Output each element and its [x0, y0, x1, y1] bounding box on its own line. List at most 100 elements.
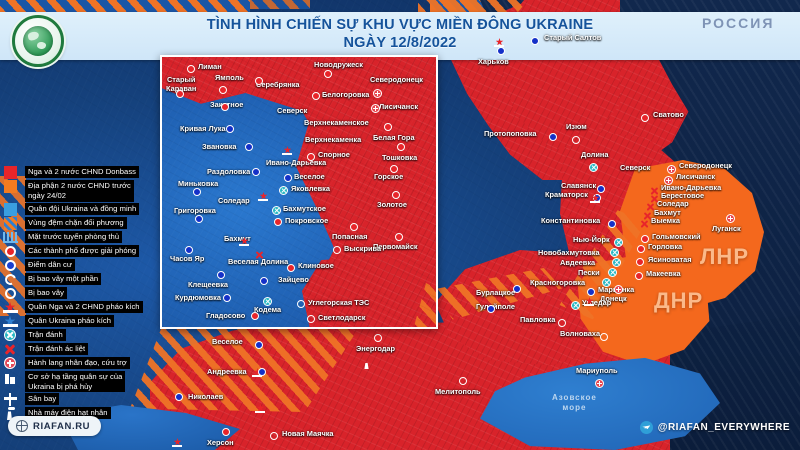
legend-item-1: Địa phận 2 nước CHND trước ngày 24/02	[0, 180, 152, 202]
map-label-Павловка: Павловка	[520, 315, 556, 324]
map-marker-m-red	[392, 191, 400, 199]
globe-icon	[15, 419, 28, 432]
map-marker-m-blue	[549, 133, 557, 141]
map-label-Бахмут: Бахмут	[654, 208, 681, 217]
map-label-Нью-Йорк: Нью-Йорк	[573, 235, 610, 244]
map-label-Гольмовский: Гольмовский	[652, 232, 701, 241]
map-marker-m-red	[287, 264, 295, 272]
map-marker-m-ring	[600, 333, 608, 341]
map-label-Херсон: Херсон	[207, 438, 234, 447]
map-label-Белогоровка: Белогоровка	[322, 90, 370, 99]
map-marker-m-red	[324, 70, 332, 78]
legend-item-10: Quân Ukraina pháo kích	[0, 314, 152, 328]
legend-item-16: Nhà máy điện hạt nhân	[0, 407, 152, 420]
map-marker-artillery-star	[172, 438, 182, 447]
map-marker-m-bat	[614, 238, 623, 247]
region-label-Азовское-море: Азовское море	[552, 393, 597, 412]
map-label-Выскрива: Выскрива	[344, 244, 382, 253]
map-marker-m-med	[614, 285, 623, 294]
map-marker-m-med	[595, 379, 604, 388]
legend-item-4: Mặt trước tuyến phòng thủ	[0, 230, 152, 244]
telegram-icon	[639, 421, 653, 434]
legend-item-label: Sân bay	[25, 393, 60, 406]
map-label-Андреевка: Андреевка	[207, 367, 247, 376]
site-url-badge[interactable]: RIAFAN.RU	[8, 416, 102, 436]
map-label-Луганск: Луганск	[712, 224, 741, 233]
map-label-Мелитополь: Мелитополь	[435, 387, 481, 396]
map-marker-m-blue	[175, 393, 183, 401]
medical-cross-icon	[0, 357, 20, 370]
ring-icon	[0, 287, 20, 300]
map-label-Долина: Долина	[581, 150, 609, 159]
map-marker-m-ring	[459, 377, 467, 385]
map-label-Веселое: Веселое	[212, 337, 243, 346]
map-label-Волноваха: Волноваха	[560, 329, 601, 338]
map-label-Светлодарск: Светлодарск	[318, 313, 366, 322]
map-marker-artillery-star	[255, 404, 265, 413]
map-marker-m-x	[640, 219, 649, 228]
legend-item-label: Bị bao vây	[25, 286, 67, 299]
legend-item-8: Bị bao vây	[0, 286, 152, 300]
legend-item-7: Bị bao vây một phần	[0, 271, 152, 287]
region-label-ДНР: ДНР	[654, 288, 704, 313]
map-marker-m-red	[637, 245, 645, 253]
red-square-icon	[0, 166, 20, 179]
map-label-Яковлевка: Яковлевка	[291, 184, 330, 193]
legend-item-label: Quân Ukraina pháo kích	[25, 314, 114, 327]
map-label-Лисичанск: Лисичанск	[676, 172, 716, 181]
legend-item-label: Hành lang nhân đạo, cứu trợ	[25, 356, 130, 369]
map-label-Соледар: Соледар	[218, 196, 250, 205]
infrastructure-icon	[0, 371, 20, 384]
map-marker-m-blue	[255, 341, 263, 349]
map-marker-artillery-star	[590, 194, 600, 203]
legend-item-12: Trận đánh ác liệt	[0, 342, 152, 356]
map-label-Зайцево: Зайцево	[278, 275, 309, 284]
map-marker-m-red	[384, 123, 392, 131]
map-label-Спорное: Спорное	[318, 150, 350, 159]
map-marker-m-blue	[597, 185, 605, 193]
map-marker-m-bat	[263, 297, 272, 306]
site-url-text: RIAFAN.RU	[33, 420, 91, 432]
telegram-handle-badge[interactable]: @RIAFAN_EVERYWHERE	[639, 421, 790, 434]
map-marker-m-blue	[497, 47, 505, 55]
map-marker-m-bat	[610, 248, 619, 257]
map-label-Гуляйполе: Гуляйполе	[476, 302, 515, 311]
map-marker-m-blue	[487, 305, 495, 313]
map-label-Горловка: Горловка	[648, 242, 683, 251]
map-marker-m-blue	[260, 277, 268, 285]
map-marker-m-blue	[284, 174, 292, 182]
map-marker-m-red	[390, 165, 398, 173]
legend-item-13: Hành lang nhân đạo, cứu trợ	[0, 356, 152, 370]
map-marker-m-blue	[226, 125, 234, 133]
map-label-Покровское: Покровское	[285, 216, 329, 225]
legend-item-label: Nhà máy điện hạt nhân	[25, 407, 111, 420]
blue-dot-icon	[0, 259, 20, 272]
map-marker-m-blue	[258, 368, 266, 376]
red-cross-x-icon	[0, 343, 20, 356]
map-label-Григоровка: Григоровка	[174, 206, 216, 215]
map-marker-nuclear-plant	[363, 360, 371, 369]
map-marker-artillery-star	[252, 368, 262, 377]
map-marker-m-red	[221, 103, 229, 111]
map-label-Старый-Салтов: Старый Салтов	[544, 33, 602, 42]
buffer-zone-top2	[250, 0, 310, 9]
map-label-Новобахмутовка: Новобахмутовка	[538, 248, 600, 257]
map-marker-m-blue	[195, 215, 203, 223]
map-marker-m-red	[312, 92, 320, 100]
legend-item-label: Trận đánh ác liệt	[25, 342, 89, 355]
map-label-Попасная: Попасная	[332, 232, 368, 241]
red-dot-icon	[0, 245, 20, 258]
map-label-Пески: Пески	[578, 268, 600, 277]
map-label-Веселое: Веселое	[294, 172, 325, 181]
map-label-Кривая-Лука: Кривая Лука	[180, 124, 226, 133]
map-label-Старый-Караван: Старый Караван	[166, 75, 197, 93]
map-label-Лисичанск: Лисичанск	[379, 102, 419, 111]
map-label-Кодема: Кодема	[254, 305, 282, 314]
map-marker-m-blue	[193, 188, 201, 196]
map-marker-m-blue	[217, 271, 225, 279]
map-label-Новая-Маячка: Новая Маячка	[282, 429, 334, 438]
map-label-Славянск: Славянск	[561, 181, 597, 190]
map-label-Красногоровка: Красногоровка	[530, 278, 586, 287]
